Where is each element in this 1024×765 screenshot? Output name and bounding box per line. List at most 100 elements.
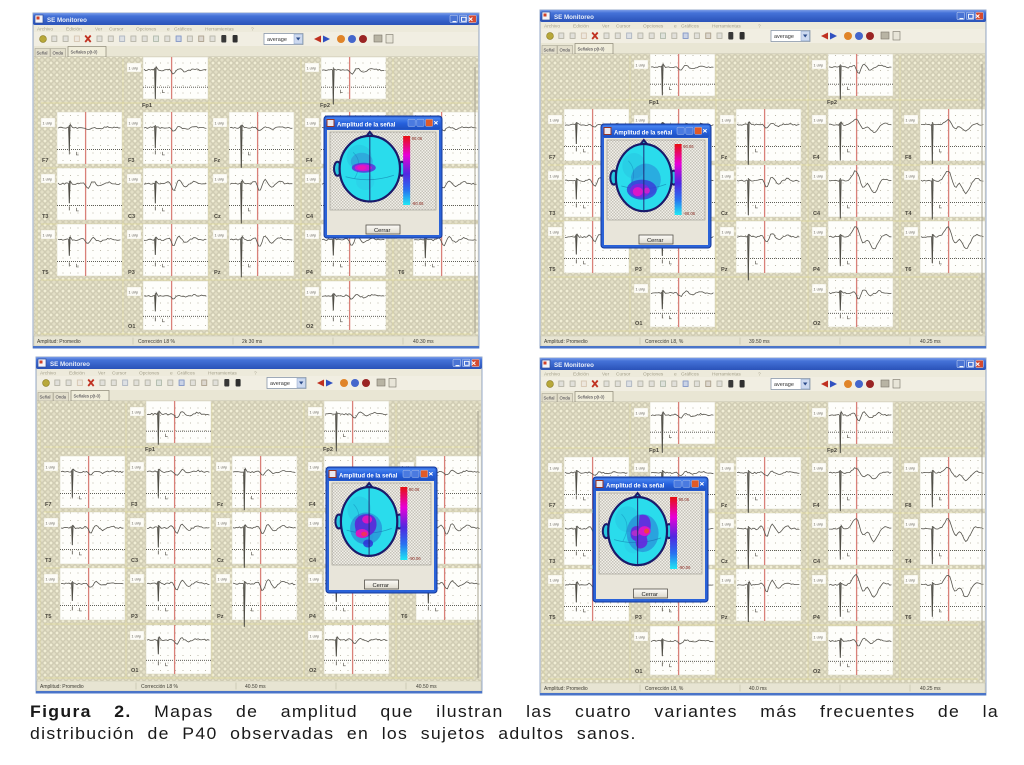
svg-text:1 uVp: 1 uVp [218, 578, 228, 582]
svg-text:SE Monitoreo: SE Monitoreo [50, 361, 90, 368]
svg-text:Gráficos: Gráficos [681, 372, 699, 378]
svg-text:1 uVp: 1 uVp [550, 175, 560, 179]
svg-text:1 uVp: 1 uVp [310, 635, 320, 639]
svg-text:1 uVp: 1 uVp [722, 231, 732, 235]
svg-text:average: average [774, 382, 794, 388]
svg-text:1 uVp: 1 uVp [43, 122, 53, 126]
svg-text:Amplitud: Promedio: Amplitud: Promedio [37, 339, 81, 345]
svg-text:1 uVp: 1 uVp [310, 466, 320, 470]
svg-text:SE Monitoreo: SE Monitoreo [47, 17, 87, 24]
svg-text:1 uVp: 1 uVp [310, 522, 320, 526]
svg-text:1 uVp: 1 uVp [636, 636, 646, 640]
svg-text:Señales p(t-0): Señales p(t-0) [578, 395, 606, 400]
svg-text:90.06: 90.06 [409, 487, 420, 492]
svg-text:Señales p(t-0): Señales p(t-0) [71, 50, 99, 55]
svg-text:Señal: Señal [544, 395, 555, 400]
svg-text:Edición: Edición [573, 372, 589, 378]
svg-text:1 uVp: 1 uVp [129, 234, 139, 238]
svg-text:39.50 ms: 39.50 ms [749, 339, 770, 345]
svg-text:T5: T5 [42, 270, 49, 276]
svg-text:1 uVp: 1 uVp [550, 467, 560, 471]
svg-text:1 uVp: 1 uVp [46, 578, 56, 582]
svg-text:1 uVp: 1 uVp [814, 288, 824, 292]
svg-text:O1: O1 [131, 668, 138, 674]
svg-text:1 uVp: 1 uVp [906, 119, 916, 123]
svg-text:Herramientas: Herramientas [712, 372, 741, 378]
svg-text:Herramientas: Herramientas [208, 371, 237, 377]
svg-text:Edición: Edición [69, 371, 85, 377]
svg-text:1 uVp: 1 uVp [218, 522, 228, 526]
svg-text:Cz: Cz [214, 214, 221, 220]
svg-text:Fp1: Fp1 [649, 100, 659, 106]
svg-text:1 uVp: 1 uVp [129, 122, 139, 126]
svg-text:1 uVp: 1 uVp [550, 579, 560, 583]
svg-text:1 uVp: 1 uVp [550, 523, 560, 527]
svg-text:Señal: Señal [37, 50, 48, 55]
svg-text:O1: O1 [635, 669, 642, 675]
svg-text:Ver: Ver [98, 371, 106, 377]
svg-text:Amplitud de la señal: Amplitud de la señal [606, 484, 665, 490]
svg-text:P3: P3 [131, 614, 138, 620]
svg-text:Ver: Ver [602, 24, 610, 30]
svg-text:Onda: Onda [56, 394, 67, 399]
svg-text:1 uVp: 1 uVp [636, 467, 646, 471]
svg-text:Fz: Fz [721, 503, 727, 509]
svg-text:F4: F4 [813, 503, 820, 509]
svg-text:-90.06: -90.06 [409, 556, 422, 561]
svg-text:SE Monitoreo: SE Monitoreo [554, 362, 594, 369]
svg-text:T6: T6 [905, 615, 912, 621]
svg-text:Ver: Ver [602, 372, 610, 378]
svg-text:90.06: 90.06 [683, 144, 694, 149]
svg-text:1 uVp: 1 uVp [310, 411, 320, 415]
svg-text:1 uVp: 1 uVp [132, 411, 142, 415]
svg-text:T6: T6 [401, 614, 408, 620]
svg-text:1 uVp: 1 uVp [132, 635, 142, 639]
svg-text:F4: F4 [309, 502, 316, 508]
svg-text:T4: T4 [905, 559, 912, 565]
svg-text:Onda: Onda [53, 50, 64, 55]
svg-text:1 uVp: 1 uVp [814, 119, 824, 123]
svg-text:90.06: 90.06 [412, 136, 423, 141]
svg-text:1 uVp: 1 uVp [722, 175, 732, 179]
svg-text:C3: C3 [131, 558, 138, 564]
svg-text:1 uVp: 1 uVp [129, 67, 139, 71]
svg-text:P3: P3 [635, 267, 642, 273]
svg-text:T3: T3 [549, 211, 556, 217]
svg-text:1 uVp: 1 uVp [129, 178, 139, 182]
svg-text:P3: P3 [635, 615, 642, 621]
svg-text:P4: P4 [813, 267, 821, 273]
svg-text:1 uVp: 1 uVp [636, 288, 646, 292]
svg-text:1 uVp: 1 uVp [310, 578, 320, 582]
svg-text:C3: C3 [128, 214, 135, 220]
svg-text:F4: F4 [813, 155, 820, 161]
svg-text:Corrección L8, %: Corrección L8, % [645, 339, 684, 345]
svg-text:Señales p(t-0): Señales p(t-0) [578, 47, 606, 52]
svg-text:Fz: Fz [214, 158, 220, 164]
svg-text:40.30 ms: 40.30 ms [413, 339, 434, 345]
svg-text:Fp2: Fp2 [320, 103, 330, 109]
svg-text:P4: P4 [813, 615, 821, 621]
svg-text:1 uVp: 1 uVp [307, 178, 317, 182]
svg-text:Señales p(t-0): Señales p(t-0) [74, 394, 102, 399]
svg-text:Opciones: Opciones [643, 372, 664, 378]
svg-text:Edición: Edición [66, 27, 82, 33]
svg-text:Opciones: Opciones [643, 24, 664, 30]
svg-text:40.50 ms: 40.50 ms [416, 684, 437, 690]
svg-text:1 uVp: 1 uVp [43, 178, 53, 182]
svg-text:1 uVp: 1 uVp [307, 122, 317, 126]
svg-text:1 uVp: 1 uVp [46, 466, 56, 470]
svg-text:40.25 ms: 40.25 ms [920, 686, 941, 692]
svg-text:T6: T6 [905, 267, 912, 273]
svg-text:Fp1: Fp1 [649, 448, 659, 454]
svg-text:P4: P4 [306, 270, 314, 276]
svg-text:e: e [674, 25, 677, 30]
svg-text:?: ? [758, 24, 761, 30]
svg-text:Amplitud: Promedio: Amplitud: Promedio [40, 684, 84, 690]
svg-text:1 uVp: 1 uVp [132, 522, 142, 526]
svg-text:1 uVp: 1 uVp [814, 175, 824, 179]
svg-text:Amplitud: Promedio: Amplitud: Promedio [544, 339, 588, 345]
svg-text:e: e [674, 373, 677, 378]
svg-text:Cz: Cz [217, 558, 224, 564]
svg-text:1 uVp: 1 uVp [215, 234, 225, 238]
svg-text:1 uVp: 1 uVp [906, 175, 916, 179]
